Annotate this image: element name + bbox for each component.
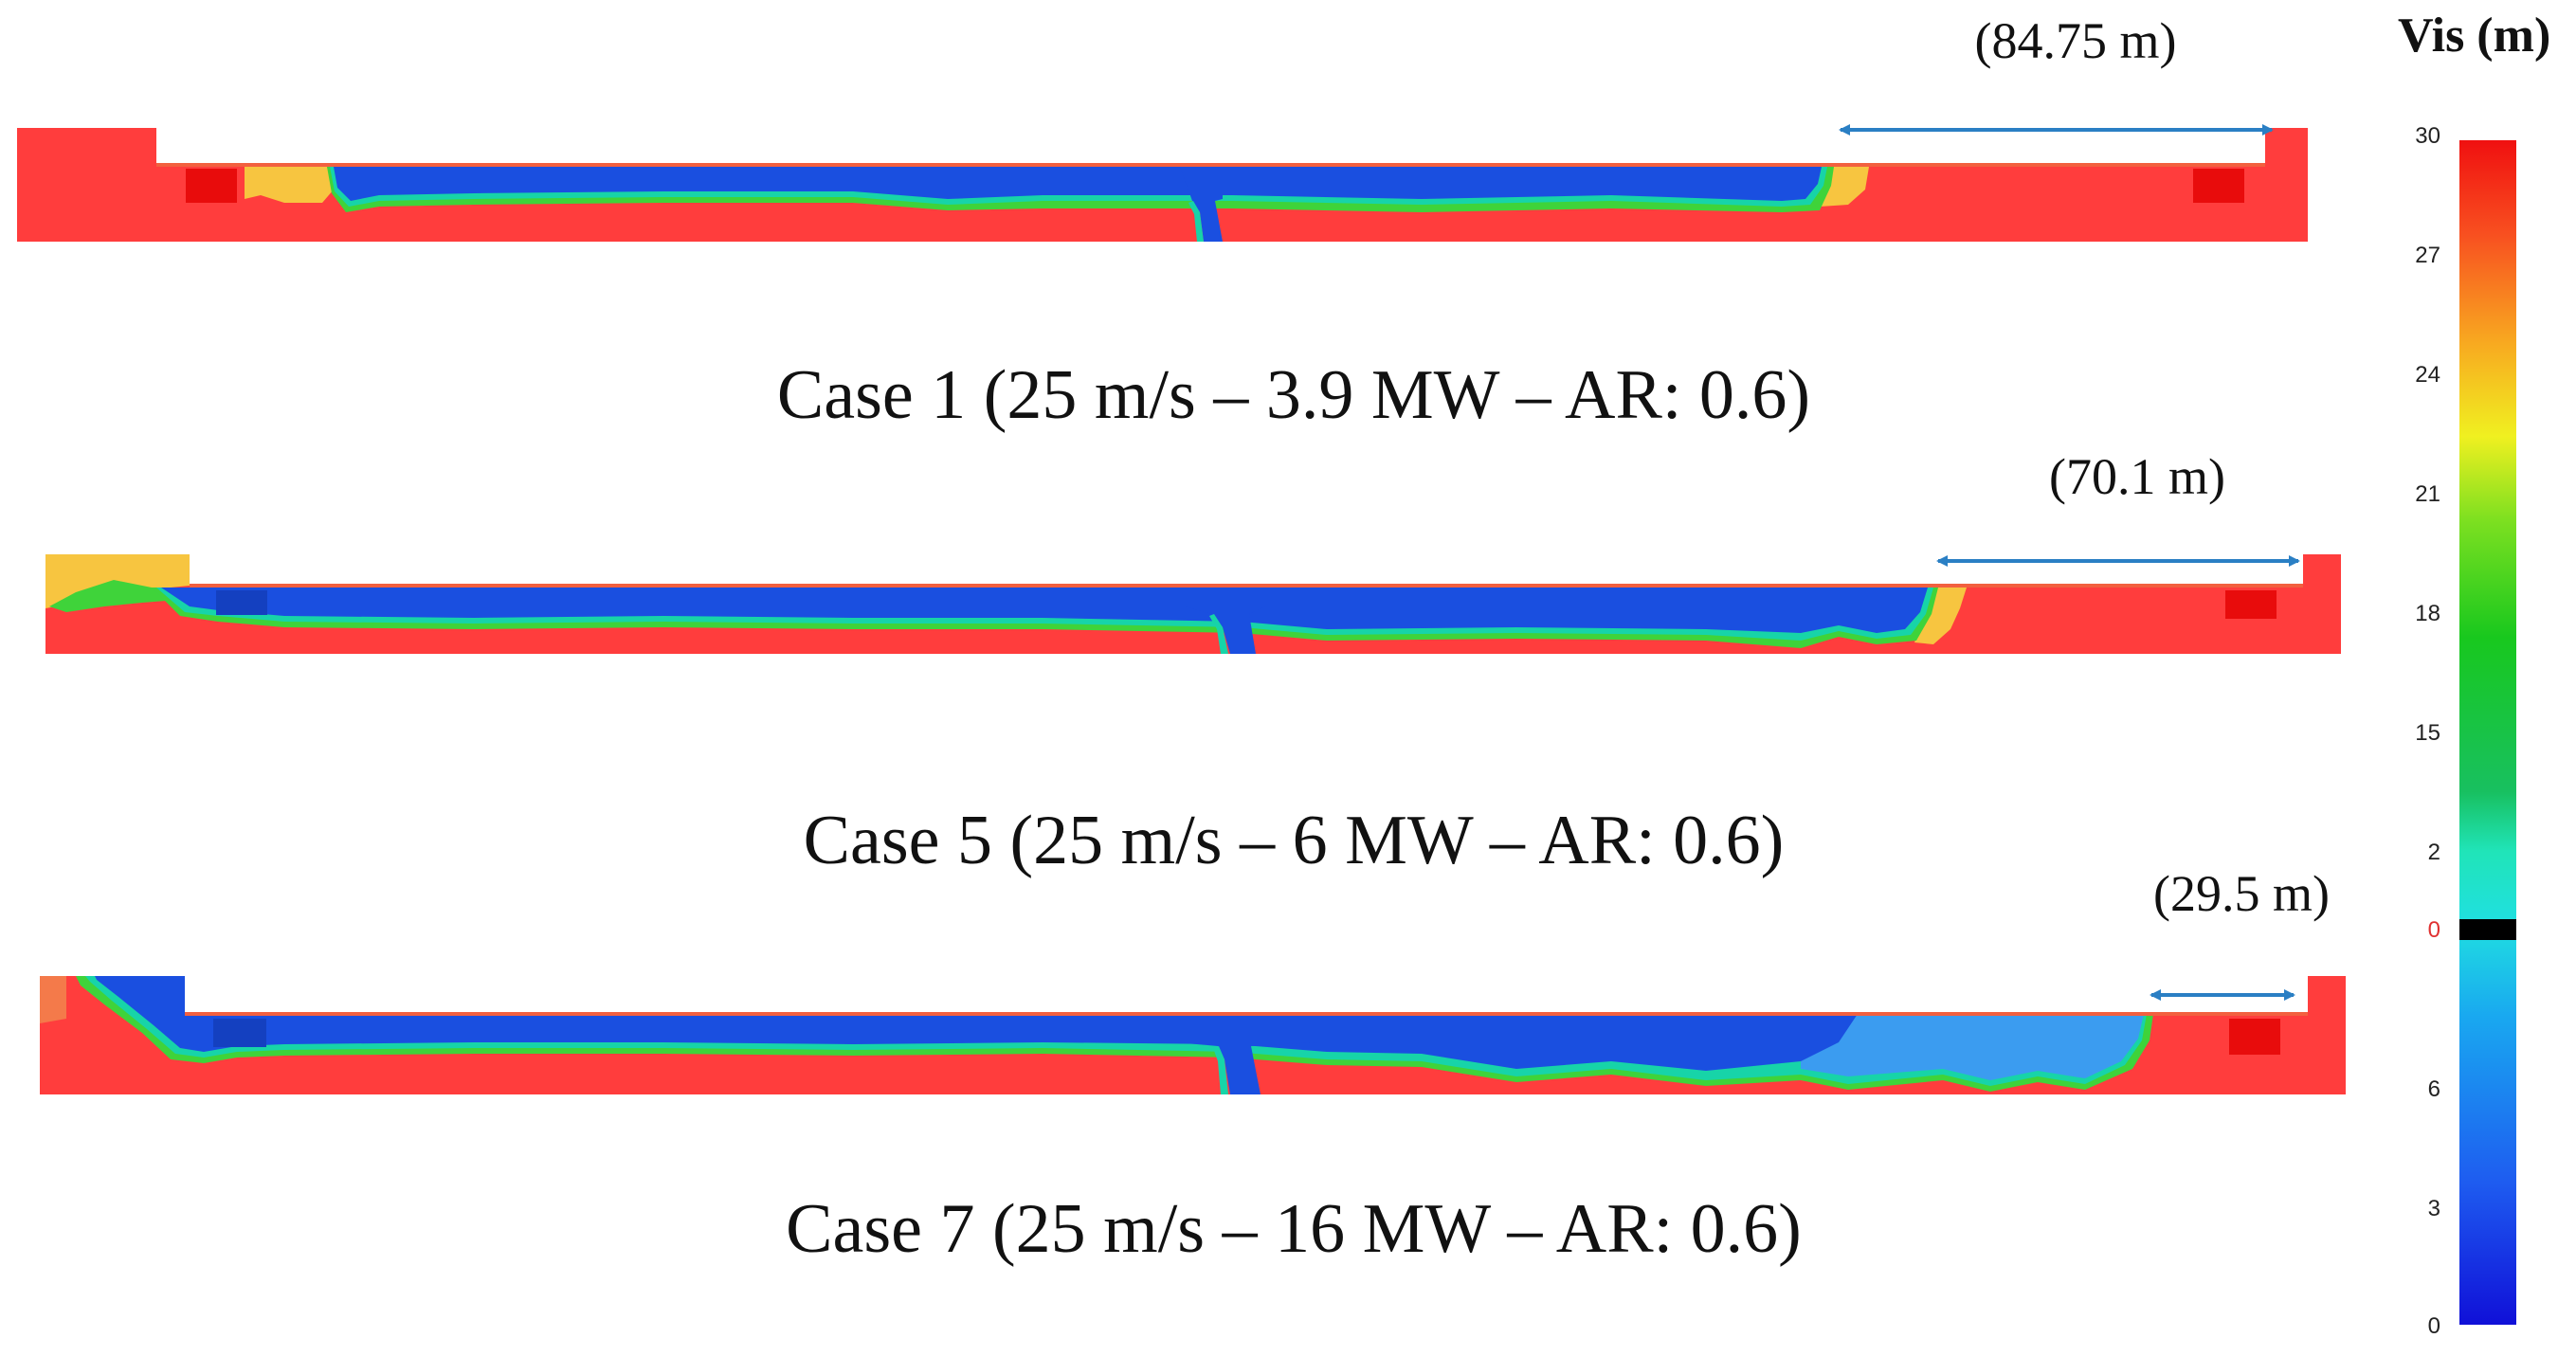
case7-plume [1175, 1014, 1317, 1094]
case7-right-fan [2229, 1019, 2280, 1055]
case5-tunnel [45, 554, 2341, 654]
case5-right-hot-zone [1914, 588, 1967, 644]
colorbar-tick-label: 2 [2427, 840, 2440, 865]
case7-distance-label: (29.5 m) [2153, 865, 2330, 922]
case7-far-zone [1801, 1014, 2144, 1080]
case7-plume-edge [1213, 1046, 1228, 1094]
case1-caption: Case 1 (25 m/s – 3.9 MW – AR: 0.6) [776, 356, 1811, 434]
case7-tunnel [40, 976, 2346, 1094]
colorbar-tick-label: 15 [2415, 720, 2440, 746]
colorbar-tick-label: 30 [2415, 123, 2440, 149]
colorbar-tick-label: 0 [2427, 917, 2440, 943]
colorbar-tick-label: 3 [2427, 1196, 2440, 1221]
colorbar-tick-label: 6 [2427, 1076, 2440, 1102]
colorbar-tick-label: 0 [2427, 1313, 2440, 1339]
case5-plume [1175, 588, 1265, 654]
case5-caption: Case 5 (25 m/s – 6 MW – AR: 0.6) [803, 802, 1785, 879]
case1-plume [1180, 167, 1223, 242]
case1-left-hot-zone [245, 167, 334, 203]
colorbar [2459, 140, 2516, 1325]
colorbar-tick-label: 24 [2415, 362, 2440, 388]
case5-right-fan [2225, 590, 2277, 619]
case7-smoke-layer [95, 976, 1858, 1071]
colorbar-title: Vis (m) [2398, 9, 2551, 63]
case1-left-fan [186, 169, 237, 203]
case5-distance-label: (70.1 m) [2049, 448, 2225, 505]
case7-left-corner [40, 976, 66, 1023]
case5-left-fan [216, 590, 267, 615]
case5-ceiling-line [190, 584, 2303, 588]
case7-caption: Case 7 (25 m/s – 16 MW – AR: 0.6) [786, 1190, 1802, 1268]
colorbar-zero-marker [2459, 919, 2516, 940]
case7-ceiling-line [185, 1012, 2308, 1016]
colorbar-tick-label: 27 [2415, 243, 2440, 268]
case1-smoke-layer [334, 167, 1822, 201]
case7-left-fan [213, 1019, 266, 1047]
case5-plume-edge [1209, 614, 1228, 654]
case1-right-fan [2193, 169, 2244, 203]
case5-smoke-layer [161, 588, 1928, 633]
colorbar-tick-label: 18 [2415, 601, 2440, 626]
colorbar-tick-label: 21 [2415, 481, 2440, 507]
case1-tunnel [17, 128, 2308, 242]
case1-plume-edge [1188, 201, 1204, 242]
case1-distance-label: (84.75 m) [1974, 12, 2177, 69]
colorbar-gradient [2459, 140, 2516, 1325]
case1-ceiling-line [156, 163, 2265, 167]
